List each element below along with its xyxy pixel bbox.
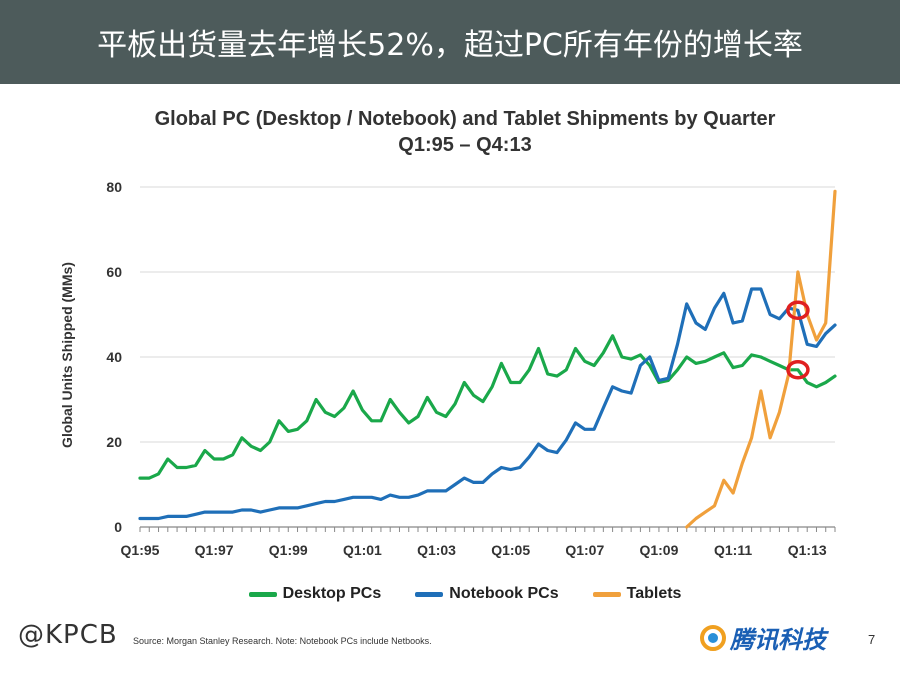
chart-legend: Desktop PCs Notebook PCs Tablets: [0, 585, 900, 603]
legend-item-tablets: Tablets: [592, 585, 682, 603]
legend-label-desktop: Desktop PCs: [282, 585, 382, 602]
legend-swatch-tablets: [592, 591, 621, 597]
title-banner: 平板出货量去年增长52%，超过PC所有年份的增长率: [0, 0, 900, 84]
series-line-tablets: [685, 189, 837, 529]
legend-label-tablets: Tablets: [626, 585, 682, 602]
kpcb-watermark: @KPCB: [18, 620, 118, 650]
series-lines: [138, 189, 837, 529]
y-tick-label-40: 40: [106, 349, 122, 365]
series-line-desktop-pcs: [138, 334, 837, 480]
tencent-logo-icon: [700, 624, 726, 651]
y-axis-label: Global Units Shipped (MMs): [59, 262, 75, 448]
annotations: [786, 300, 810, 380]
axes: 0 20 40 60 80 Q1:95 Q1:97 Q1:99 Q1:01 Q1:03 Q1:05 Q…: [106, 179, 836, 558]
legend-item-notebook: Notebook PCs: [415, 585, 559, 603]
x-tick-label: Q1:09: [639, 542, 678, 558]
x-tick-label: Q1:07: [565, 542, 604, 558]
x-tick-label: Q1:11: [714, 542, 752, 558]
grid-lines: [140, 186, 835, 443]
tencent-tech-logo: 腾讯科技: [700, 620, 826, 655]
page-number: 7: [868, 632, 876, 647]
y-tick-label-60: 60: [106, 264, 122, 280]
x-tick-label: Q1:99: [269, 542, 308, 558]
legend-swatch-desktop: [248, 591, 277, 597]
highlight-circle-2: [786, 360, 810, 380]
x-tick-label: Q1:03: [417, 542, 456, 558]
legend-label-notebook: Notebook PCs: [449, 585, 559, 602]
logo-text: 腾讯科技: [730, 626, 826, 654]
y-tick-label-20: 20: [106, 434, 122, 450]
source-note: Source: Morgan Stanley Research. Note: N…: [133, 636, 432, 646]
highlight-circle-1: [786, 300, 810, 320]
y-tick-label-80: 80: [106, 179, 122, 195]
chart-title: Global PC (Desktop / Notebook) and Table…: [154, 108, 776, 130]
x-tick-label: Q1:13: [788, 542, 827, 558]
series-line-notebook-pcs: [138, 287, 837, 521]
slide-title: 平板出货量去年增长52%，超过PC所有年份的增长率: [97, 28, 803, 63]
x-tick-label: Q1:95: [121, 542, 160, 558]
x-tick-label: Q1:05: [491, 542, 530, 558]
chart-subtitle: Q1:95 – Q4:13: [398, 134, 532, 156]
chart-title-block: Global PC (Desktop / Notebook) and Table…: [0, 106, 900, 158]
legend-swatch-notebook: [415, 591, 444, 597]
x-tick-label: Q1:01: [343, 542, 382, 558]
y-tick-label-0: 0: [114, 519, 122, 535]
legend-item-desktop: Desktop PCs: [248, 585, 382, 603]
x-tick-label: Q1:97: [195, 542, 234, 558]
